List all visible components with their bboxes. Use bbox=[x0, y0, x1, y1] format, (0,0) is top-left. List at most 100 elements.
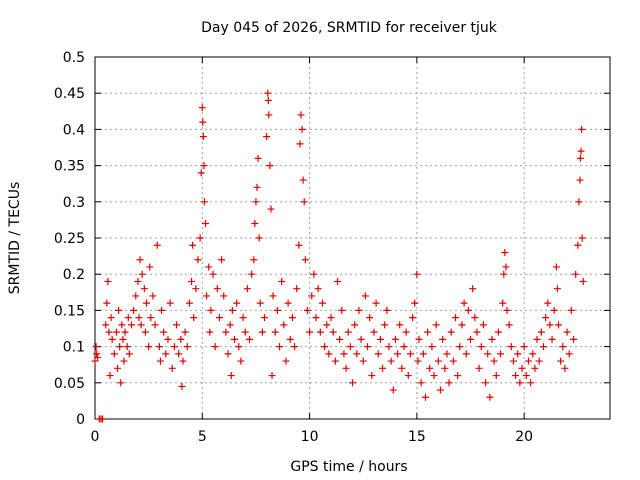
data-point bbox=[271, 328, 279, 336]
data-point bbox=[293, 285, 301, 293]
data-point bbox=[577, 147, 585, 155]
chart-title: Day 045 of 2026, SRMTID for receiver tju… bbox=[201, 20, 498, 36]
data-point bbox=[183, 343, 191, 351]
data-point bbox=[233, 299, 241, 307]
data-point bbox=[118, 321, 126, 329]
data-point bbox=[134, 277, 142, 285]
y-tick-label: 0.3 bbox=[63, 195, 85, 211]
data-point bbox=[546, 321, 554, 329]
data-point bbox=[567, 306, 575, 314]
data-point bbox=[542, 314, 550, 322]
data-point bbox=[333, 277, 341, 285]
data-point bbox=[544, 299, 552, 307]
data-point bbox=[471, 314, 479, 322]
data-point bbox=[188, 277, 196, 285]
data-point bbox=[460, 299, 468, 307]
data-point bbox=[147, 314, 155, 322]
data-point bbox=[370, 328, 378, 336]
data-point bbox=[248, 270, 256, 278]
data-point bbox=[107, 314, 115, 322]
data-point bbox=[145, 343, 153, 351]
data-point bbox=[458, 321, 466, 329]
data-point bbox=[192, 285, 200, 293]
data-point bbox=[196, 234, 204, 242]
data-point bbox=[308, 292, 316, 300]
data-point bbox=[175, 350, 183, 358]
data-point bbox=[226, 321, 234, 329]
y-tick-label: 0.25 bbox=[54, 231, 85, 247]
data-point bbox=[575, 198, 583, 206]
data-point bbox=[445, 379, 453, 387]
data-point bbox=[215, 314, 223, 322]
data-point bbox=[548, 335, 556, 343]
data-point bbox=[92, 343, 100, 351]
data-point bbox=[349, 379, 356, 387]
data-point bbox=[550, 306, 558, 314]
data-point bbox=[127, 321, 135, 329]
data-point bbox=[222, 328, 230, 336]
data-point bbox=[443, 350, 451, 358]
data-point bbox=[211, 343, 219, 351]
data-point bbox=[490, 357, 498, 365]
y-tick-label: 0.45 bbox=[54, 86, 85, 102]
data-point bbox=[198, 104, 206, 112]
y-axis-label: SRMTID / TECUs bbox=[7, 182, 23, 295]
data-point bbox=[417, 379, 425, 387]
data-point bbox=[300, 198, 308, 206]
data-point bbox=[280, 321, 288, 329]
data-point bbox=[104, 277, 112, 285]
data-point bbox=[166, 299, 174, 307]
data-point bbox=[164, 335, 172, 343]
data-point bbox=[520, 343, 528, 351]
data-point bbox=[419, 350, 427, 358]
data-point bbox=[255, 234, 263, 242]
data-point bbox=[235, 343, 243, 351]
data-point bbox=[353, 350, 361, 358]
data-point bbox=[329, 328, 337, 336]
data-point bbox=[346, 343, 354, 351]
data-point bbox=[576, 176, 584, 184]
data-point bbox=[177, 335, 185, 343]
data-point bbox=[105, 328, 113, 336]
data-point bbox=[160, 328, 168, 336]
data-point bbox=[273, 306, 281, 314]
data-point bbox=[288, 314, 296, 322]
data-point bbox=[99, 415, 107, 423]
data-point bbox=[189, 241, 197, 249]
data-point bbox=[503, 306, 511, 314]
data-point bbox=[413, 270, 421, 278]
data-point bbox=[103, 299, 111, 307]
data-point bbox=[207, 306, 215, 314]
data-point bbox=[533, 335, 541, 343]
data-point bbox=[321, 343, 329, 351]
data-point bbox=[153, 241, 161, 249]
data-point bbox=[94, 353, 102, 361]
data-point bbox=[449, 357, 457, 365]
data-point bbox=[227, 372, 235, 380]
x-tick-label: 10 bbox=[301, 429, 319, 445]
data-point bbox=[119, 335, 127, 343]
data-point bbox=[297, 111, 305, 119]
data-point bbox=[486, 393, 494, 401]
data-point bbox=[570, 335, 578, 343]
data-point bbox=[400, 343, 408, 351]
data-point bbox=[340, 350, 348, 358]
data-point bbox=[374, 350, 382, 358]
data-point bbox=[185, 299, 193, 307]
data-point bbox=[565, 350, 573, 358]
data-point bbox=[430, 372, 438, 380]
data-point bbox=[239, 314, 247, 322]
data-point bbox=[501, 248, 509, 256]
data-point bbox=[406, 350, 414, 358]
data-point bbox=[351, 321, 359, 329]
data-point bbox=[479, 321, 487, 329]
data-point bbox=[364, 343, 372, 351]
data-point bbox=[282, 357, 290, 365]
data-point bbox=[269, 292, 277, 300]
data-point bbox=[411, 299, 419, 307]
y-tick-label: 0.35 bbox=[54, 159, 85, 175]
data-point bbox=[200, 198, 208, 206]
data-point bbox=[428, 343, 436, 351]
data-point bbox=[574, 241, 582, 249]
x-axis-label: GPS time / hours bbox=[290, 459, 407, 475]
